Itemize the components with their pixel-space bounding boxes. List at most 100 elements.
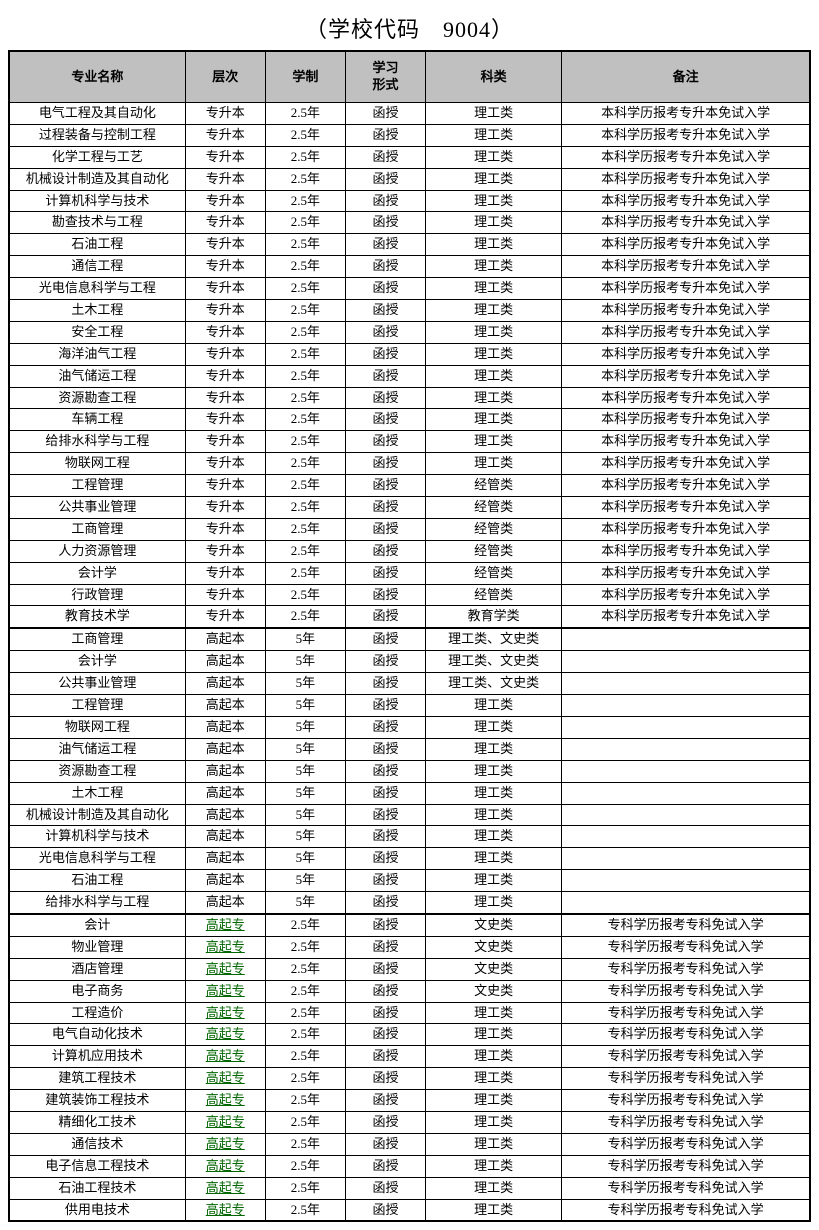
- table-cell: 2.5年: [265, 1090, 345, 1112]
- table-cell: 2.5年: [265, 584, 345, 606]
- table-cell: 本科学历报考专升本免试入学: [562, 365, 810, 387]
- level-link[interactable]: 高起专: [206, 1005, 245, 1020]
- table-cell: 理工类: [426, 716, 562, 738]
- table-cell: 函授: [345, 958, 425, 980]
- table-cell: 函授: [345, 540, 425, 562]
- level-link[interactable]: 高起专: [206, 1202, 245, 1217]
- table-cell: 专科学历报考专科免试入学: [562, 1133, 810, 1155]
- table-row: 计算机应用技术高起专2.5年函授理工类专科学历报考专科免试入学: [9, 1046, 810, 1068]
- table-cell: 机械设计制造及其自动化: [9, 804, 185, 826]
- table-cell: 函授: [345, 1177, 425, 1199]
- table-cell: 5年: [265, 628, 345, 650]
- table-cell: 本科学历报考专升本免试入学: [562, 146, 810, 168]
- level-link[interactable]: 高起专: [206, 1158, 245, 1173]
- table-cell: 理工类: [426, 387, 562, 409]
- level-link[interactable]: 高起专: [206, 1070, 245, 1085]
- table-cell: 电子信息工程技术: [9, 1155, 185, 1177]
- table-cell: 2.5年: [265, 234, 345, 256]
- table-cell: 函授: [345, 1002, 425, 1024]
- table-cell: 专科学历报考专科免试入学: [562, 1024, 810, 1046]
- table-cell: 2.5年: [265, 409, 345, 431]
- level-link[interactable]: 高起专: [206, 961, 245, 976]
- table-cell: 高起专: [185, 1111, 265, 1133]
- table-cell: 函授: [345, 365, 425, 387]
- table-cell: 物业管理: [9, 936, 185, 958]
- table-cell: 5年: [265, 892, 345, 914]
- table-cell: 函授: [345, 1199, 425, 1221]
- level-link[interactable]: 高起专: [206, 1026, 245, 1041]
- table-cell: 专升本: [185, 343, 265, 365]
- table-cell: 光电信息科学与工程: [9, 278, 185, 300]
- table-cell: 专升本: [185, 234, 265, 256]
- table-cell: 2.5年: [265, 980, 345, 1002]
- table-cell: 专升本: [185, 103, 265, 125]
- table-cell: 函授: [345, 190, 425, 212]
- table-cell: 函授: [345, 234, 425, 256]
- table-cell: 函授: [345, 1133, 425, 1155]
- level-link[interactable]: 高起专: [206, 1048, 245, 1063]
- table-cell: 教育技术学: [9, 606, 185, 628]
- table-cell: 2.5年: [265, 562, 345, 584]
- table-cell: 专科学历报考专科免试入学: [562, 936, 810, 958]
- table-cell: 2.5年: [265, 1133, 345, 1155]
- table-row: 油气储运工程高起本5年函授理工类: [9, 738, 810, 760]
- table-cell: 本科学历报考专升本免试入学: [562, 584, 810, 606]
- table-cell: 理工类: [426, 1046, 562, 1068]
- table-cell: 函授: [345, 387, 425, 409]
- table-cell: 建筑装饰工程技术: [9, 1090, 185, 1112]
- table-cell: 给排水科学与工程: [9, 431, 185, 453]
- table-cell: 工商管理: [9, 628, 185, 650]
- table-cell: 资源勘查工程: [9, 387, 185, 409]
- table-cell: 化学工程与工艺: [9, 146, 185, 168]
- table-cell: 本科学历报考专升本免试入学: [562, 562, 810, 584]
- level-link[interactable]: 高起专: [206, 1092, 245, 1107]
- table-cell: 理工类: [426, 409, 562, 431]
- level-link[interactable]: 高起专: [206, 917, 245, 932]
- table-cell: 理工类: [426, 1024, 562, 1046]
- table-cell: 给排水科学与工程: [9, 892, 185, 914]
- table-cell: [562, 826, 810, 848]
- table-cell: 高起专: [185, 914, 265, 936]
- table-row: 通信技术高起专2.5年函授理工类专科学历报考专科免试入学: [9, 1133, 810, 1155]
- table-cell: 本科学历报考专升本免试入学: [562, 256, 810, 278]
- table-cell: 2.5年: [265, 1111, 345, 1133]
- table-cell: [562, 628, 810, 650]
- table-cell: 函授: [345, 431, 425, 453]
- table-cell: 会计学: [9, 651, 185, 673]
- level-link[interactable]: 高起专: [206, 1180, 245, 1195]
- table-cell: 函授: [345, 562, 425, 584]
- table-cell: 土木工程: [9, 782, 185, 804]
- table-row: 公共事业管理高起本5年函授理工类、文史类: [9, 673, 810, 695]
- table-cell: 理工类: [426, 1133, 562, 1155]
- level-link[interactable]: 高起专: [206, 983, 245, 998]
- table-cell: 理工类: [426, 782, 562, 804]
- table-row: 石油工程高起本5年函授理工类: [9, 870, 810, 892]
- table-cell: 理工类、文史类: [426, 673, 562, 695]
- table-cell: [562, 892, 810, 914]
- table-cell: 本科学历报考专升本免试入学: [562, 234, 810, 256]
- table-cell: 本科学历报考专升本免试入学: [562, 453, 810, 475]
- table-cell: 2.5年: [265, 453, 345, 475]
- table-cell: 专升本: [185, 431, 265, 453]
- table-cell: 车辆工程: [9, 409, 185, 431]
- table-cell: [562, 651, 810, 673]
- table-cell: 2.5年: [265, 168, 345, 190]
- table-cell: 专科学历报考专科免试入学: [562, 1155, 810, 1177]
- level-link[interactable]: 高起专: [206, 1136, 245, 1151]
- table-cell: 理工类: [426, 695, 562, 717]
- table-row: 会计高起专2.5年函授文史类专科学历报考专科免试入学: [9, 914, 810, 936]
- table-cell: 专科学历报考专科免试入学: [562, 980, 810, 1002]
- table-cell: 计算机应用技术: [9, 1046, 185, 1068]
- table-cell: 函授: [345, 760, 425, 782]
- table-cell: 函授: [345, 1046, 425, 1068]
- table-row: 电子信息工程技术高起专2.5年函授理工类专科学历报考专科免试入学: [9, 1155, 810, 1177]
- table-row: 工商管理专升本2.5年函授经管类本科学历报考专升本免试入学: [9, 518, 810, 540]
- table-row: 给排水科学与工程专升本2.5年函授理工类本科学历报考专升本免试入学: [9, 431, 810, 453]
- table-cell: 函授: [345, 892, 425, 914]
- table-cell: 2.5年: [265, 936, 345, 958]
- table-cell: 专升本: [185, 321, 265, 343]
- level-link[interactable]: 高起专: [206, 1114, 245, 1129]
- table-cell: 物联网工程: [9, 716, 185, 738]
- level-link[interactable]: 高起专: [206, 939, 245, 954]
- table-cell: 2.5年: [265, 540, 345, 562]
